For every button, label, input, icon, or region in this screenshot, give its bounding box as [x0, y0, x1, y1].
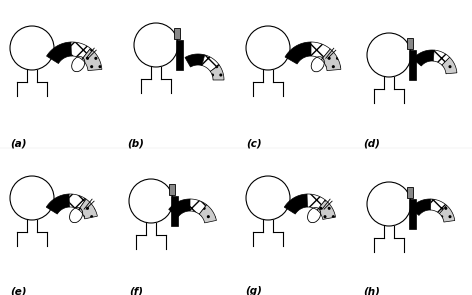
- FancyBboxPatch shape: [171, 196, 178, 226]
- Text: (e): (e): [10, 286, 26, 295]
- Polygon shape: [285, 42, 311, 64]
- Text: (d): (d): [363, 138, 380, 148]
- FancyBboxPatch shape: [174, 28, 180, 39]
- Polygon shape: [46, 194, 69, 214]
- Text: (c): (c): [246, 138, 262, 148]
- FancyBboxPatch shape: [409, 50, 416, 80]
- Polygon shape: [47, 42, 71, 63]
- Polygon shape: [307, 194, 325, 210]
- Polygon shape: [439, 205, 455, 222]
- Text: (f): (f): [129, 286, 143, 295]
- Polygon shape: [82, 48, 102, 71]
- Polygon shape: [69, 194, 86, 210]
- Polygon shape: [79, 199, 97, 219]
- Text: (g): (g): [245, 286, 262, 295]
- Polygon shape: [311, 42, 330, 60]
- Polygon shape: [410, 199, 431, 215]
- Polygon shape: [211, 65, 224, 80]
- Polygon shape: [413, 50, 434, 66]
- Polygon shape: [433, 50, 450, 65]
- Polygon shape: [185, 54, 205, 67]
- FancyBboxPatch shape: [407, 38, 413, 49]
- Polygon shape: [202, 55, 219, 71]
- Polygon shape: [442, 57, 457, 74]
- Polygon shape: [190, 199, 207, 214]
- FancyBboxPatch shape: [176, 40, 183, 70]
- FancyBboxPatch shape: [409, 199, 416, 229]
- Polygon shape: [321, 49, 341, 71]
- Polygon shape: [430, 199, 447, 214]
- Polygon shape: [284, 194, 307, 214]
- Text: (b): (b): [127, 138, 144, 148]
- Text: (h): (h): [363, 286, 380, 295]
- Polygon shape: [169, 199, 190, 217]
- FancyBboxPatch shape: [407, 187, 413, 198]
- Polygon shape: [317, 200, 336, 219]
- Polygon shape: [71, 42, 91, 59]
- FancyBboxPatch shape: [169, 184, 175, 195]
- Text: (a): (a): [10, 138, 26, 148]
- Polygon shape: [199, 205, 216, 223]
